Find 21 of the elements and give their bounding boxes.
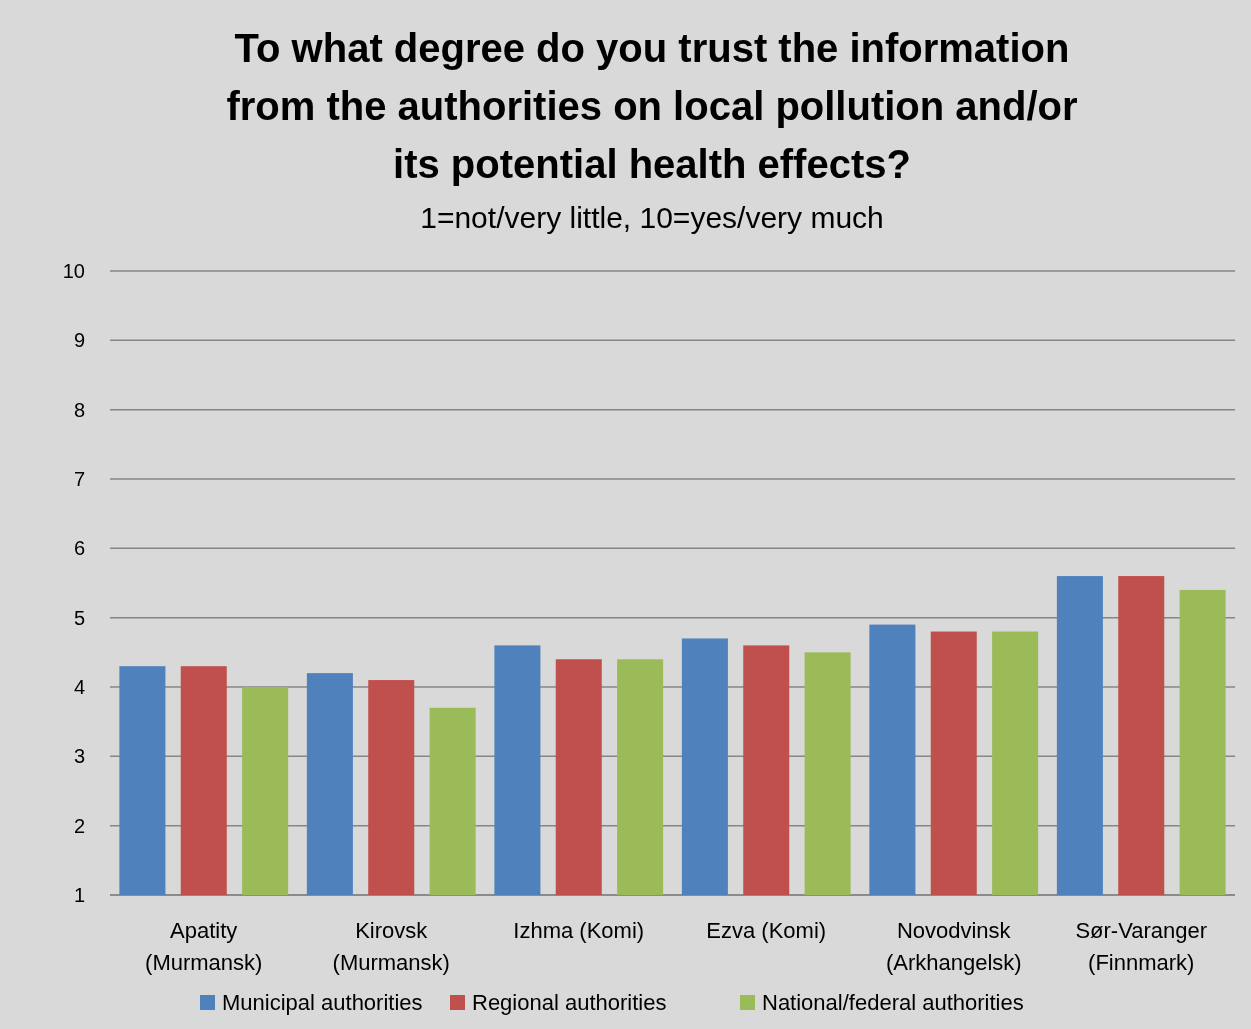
x-tick-label: Apatity (Murmansk)	[145, 918, 263, 975]
y-tick-label: 7	[73, 468, 85, 490]
y-tick-label: 5	[73, 606, 85, 629]
x-tick-label: Ezva (Komi)	[706, 918, 827, 943]
y-tick-label: 3	[73, 745, 85, 768]
y-tick-label: 6	[73, 537, 85, 560]
x-tick-label: Sør-Varanger (Finnmark)	[1075, 918, 1208, 975]
x-tick-label: Izhma (Komi)	[513, 918, 645, 943]
legend-label: Regional authorities	[472, 990, 667, 1015]
chart-subtitle: 1=not/very little, 10=yes/very much	[420, 201, 884, 234]
chart-title: To what degree do you trust the information from the authorities on local pollution and/or its potential health effects?	[226, 26, 1078, 186]
legend-label: National/federal authorities	[762, 990, 1024, 1015]
x-tick-label: Novodvinsk (Arkhangelsk)	[885, 918, 1022, 975]
y-tick-label: 9	[73, 329, 85, 352]
y-tick-label: 1	[73, 884, 85, 906]
y-tick-label: 8	[73, 398, 85, 421]
y-tick-label: 2	[73, 814, 85, 837]
y-tick-label: 4	[73, 676, 85, 698]
legend-label: Municipal authorities	[222, 990, 423, 1015]
y-tick-label: 10	[62, 260, 85, 282]
x-tick-label: Kirovsk (Murmansk)	[332, 918, 450, 975]
